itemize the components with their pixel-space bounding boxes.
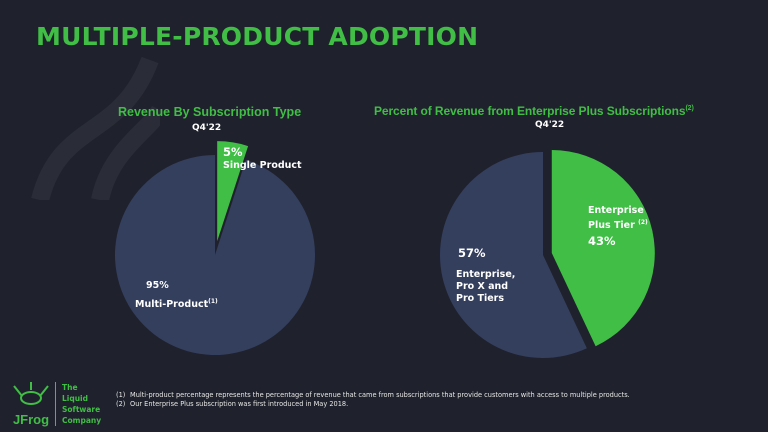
pie1-slice-1 [217,141,249,242]
jfrog-logo-icon: JFrog [13,382,49,427]
enterprise-plus-label: Enterprise Plus Tier (2) [588,205,648,232]
frog-watermark-icon [31,56,160,200]
multi-product-label: Multi-Product(1) [135,298,218,311]
page-title: MULTIPLE-PRODUCT ADOPTION [36,22,479,51]
footnote-2: (2) Our Enterprise Plus subscription was … [116,400,349,408]
svg-text:JFrog: JFrog [13,412,49,427]
chart1-period: Q4'22 [192,123,222,133]
enterprise-label: Enterprise, Pro X and Pro Tiers [456,269,516,304]
footnotes: (1) Multi-product percentage represents t… [116,391,630,409]
chart1-title: Revenue By Subscription Type [118,105,302,119]
enterprise-plus-pct: 43% [588,234,616,248]
enterprise-pct: 57% [458,246,486,260]
multi-product-pct: 95% [146,280,169,291]
pie2-slice-1 [551,150,655,347]
chart2-period: Q4'22 [535,120,565,130]
logo-tagline: The Liquid Software Company [55,382,101,426]
footnote-1: (1) Multi-product percentage represents t… [116,391,630,399]
single-product-pct: 5% [223,145,243,159]
pie1-slice-2 [114,155,316,356]
chart2-title-footnote: (2) [685,105,694,112]
pie2-slice-2 [440,151,587,358]
chart2-title: Percent of Revenue from Enterprise Plus … [374,104,694,118]
single-product-label: Single Product [223,160,302,171]
